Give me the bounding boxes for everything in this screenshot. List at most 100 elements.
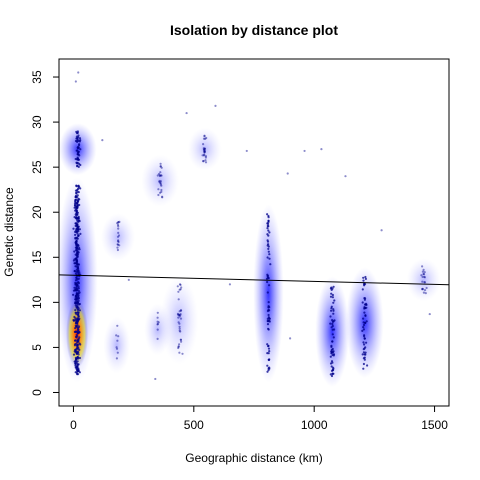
data-point <box>363 298 366 301</box>
data-point <box>362 341 365 344</box>
data-point <box>75 242 78 245</box>
data-point <box>77 287 80 290</box>
data-point <box>202 147 205 150</box>
data-point <box>76 255 79 258</box>
data-point <box>364 351 367 354</box>
data-point <box>330 292 333 295</box>
data-point <box>332 354 335 357</box>
data-point <box>203 134 206 137</box>
data-point <box>74 246 77 249</box>
data-point <box>422 273 426 276</box>
data-point <box>364 275 367 279</box>
data-point <box>303 149 306 153</box>
data-point <box>78 248 81 251</box>
data-point <box>73 286 76 289</box>
data-point <box>159 183 162 186</box>
data-point <box>156 322 159 326</box>
data-point <box>160 174 163 177</box>
data-point <box>421 275 424 278</box>
data-point <box>267 352 270 355</box>
data-point <box>74 224 77 227</box>
data-point <box>76 252 79 255</box>
data-point <box>422 291 425 294</box>
data-point <box>116 222 119 225</box>
data-point <box>266 323 270 326</box>
density-halo <box>315 276 350 387</box>
data-point <box>77 71 80 74</box>
data-point <box>179 338 182 341</box>
data-point <box>79 148 82 151</box>
data-point <box>77 353 80 356</box>
data-point <box>117 335 120 338</box>
data-point <box>79 187 82 190</box>
data-point <box>117 231 120 234</box>
data-point <box>77 165 80 168</box>
data-point <box>74 335 78 338</box>
data-point <box>74 200 77 203</box>
data-point <box>127 278 130 281</box>
data-point <box>177 290 180 293</box>
data-point <box>74 233 77 236</box>
data-point <box>77 357 80 360</box>
data-point <box>178 329 181 332</box>
data-point <box>77 144 81 147</box>
data-point <box>160 184 163 187</box>
data-point <box>267 320 270 323</box>
data-point <box>77 220 80 223</box>
data-point <box>203 150 206 153</box>
data-point <box>203 149 206 152</box>
data-point <box>179 288 182 291</box>
data-point <box>77 313 80 316</box>
data-point <box>178 351 181 354</box>
data-point <box>266 222 269 225</box>
data-point <box>203 147 207 150</box>
data-point <box>156 311 159 314</box>
data-point <box>330 345 333 348</box>
data-point <box>205 136 208 140</box>
data-point <box>180 340 183 343</box>
data-point <box>331 372 334 375</box>
data-point <box>266 240 270 243</box>
data-point <box>421 287 424 290</box>
data-point <box>74 80 77 83</box>
data-point <box>267 225 270 228</box>
data-point <box>117 221 120 224</box>
data-point <box>333 328 336 331</box>
data-point <box>116 243 119 246</box>
data-point <box>267 229 270 232</box>
data-point <box>363 297 366 300</box>
data-point <box>73 330 76 333</box>
data-point <box>202 143 205 146</box>
data-point <box>267 345 270 348</box>
data-point <box>329 315 332 318</box>
chart-title: Isolation by distance plot <box>170 22 338 38</box>
data-point <box>74 217 77 220</box>
data-point <box>203 147 206 150</box>
data-point <box>268 231 271 234</box>
data-point <box>178 310 181 313</box>
data-point <box>118 220 121 223</box>
data-point <box>333 299 336 302</box>
data-point <box>178 325 181 328</box>
data-point <box>380 229 383 232</box>
data-point <box>75 149 78 152</box>
data-point <box>266 274 269 277</box>
y-axis-label: Genetic distance <box>2 187 16 277</box>
data-point <box>332 308 335 311</box>
plot-frame <box>58 58 450 407</box>
data-point <box>75 321 78 324</box>
data-point <box>362 317 365 320</box>
data-point <box>77 307 80 310</box>
data-point <box>116 339 119 342</box>
data-point <box>331 296 334 299</box>
data-point <box>74 272 77 275</box>
data-point <box>76 365 79 369</box>
data-point <box>76 298 79 301</box>
data-point <box>160 190 163 193</box>
data-point <box>157 193 160 197</box>
data-point <box>77 234 80 237</box>
data-point <box>74 281 77 284</box>
data-point <box>78 348 81 351</box>
data-point <box>361 329 364 332</box>
data-point <box>78 228 81 231</box>
